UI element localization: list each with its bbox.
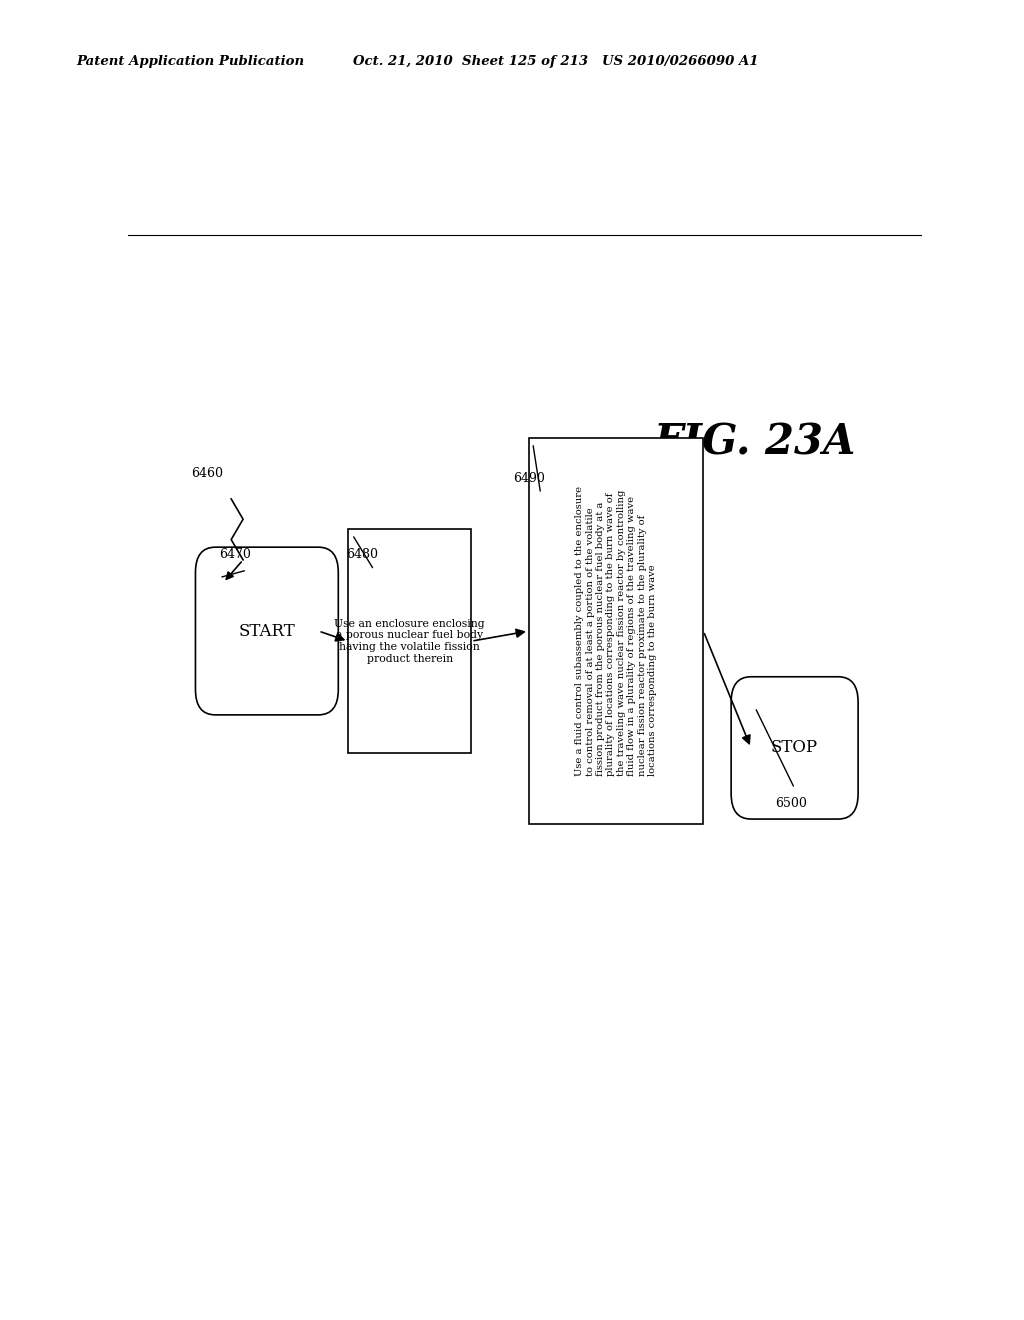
Text: 6460: 6460: [191, 467, 223, 480]
FancyBboxPatch shape: [196, 548, 338, 715]
Text: Use an enclosure enclosing
a porous nuclear fuel body
having the volatile fissio: Use an enclosure enclosing a porous nucl…: [335, 619, 485, 664]
FancyBboxPatch shape: [731, 677, 858, 818]
Text: START: START: [239, 623, 295, 639]
Text: 6470: 6470: [219, 548, 251, 561]
Text: FIG. 23A: FIG. 23A: [653, 422, 856, 465]
Text: 6480: 6480: [346, 548, 378, 561]
Text: Patent Application Publication: Patent Application Publication: [77, 55, 305, 69]
Text: 6490: 6490: [513, 473, 545, 484]
Text: 6500: 6500: [775, 797, 807, 810]
FancyBboxPatch shape: [348, 529, 471, 752]
FancyBboxPatch shape: [528, 438, 703, 824]
Text: Use a fluid control subassembly coupled to the enclosure
to control removal of a: Use a fluid control subassembly coupled …: [575, 486, 657, 776]
Text: Oct. 21, 2010  Sheet 125 of 213   US 2010/0266090 A1: Oct. 21, 2010 Sheet 125 of 213 US 2010/0…: [353, 55, 759, 69]
Text: STOP: STOP: [771, 739, 818, 756]
